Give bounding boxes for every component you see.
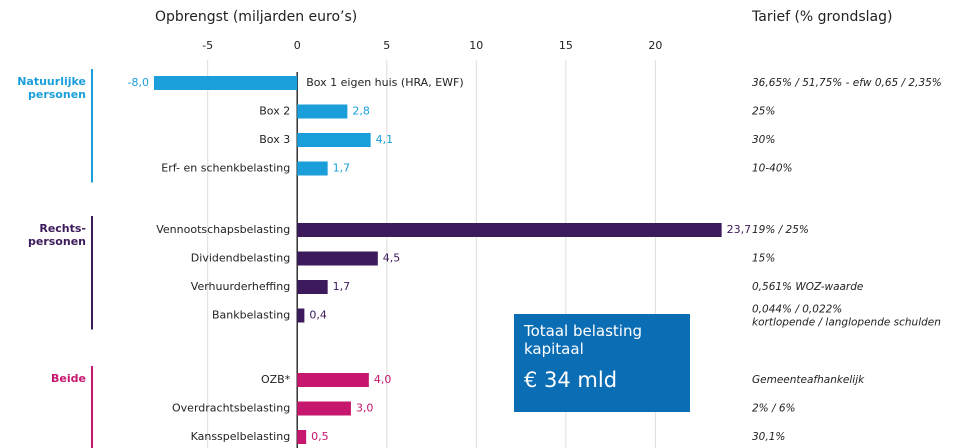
bar bbox=[297, 251, 378, 266]
bar bbox=[297, 104, 348, 119]
category-label: Overdrachtsbelasting bbox=[172, 402, 290, 415]
bar bbox=[297, 373, 369, 387]
category-label: Box 1 eigen huis (HRA, EWF) bbox=[306, 76, 463, 89]
value-label: -8,0 bbox=[127, 76, 148, 89]
x-tick-label: 5 bbox=[383, 39, 390, 52]
group-label: Beide bbox=[51, 372, 86, 385]
category-label: Box 2 bbox=[259, 105, 290, 118]
value-label: 1,7 bbox=[333, 280, 351, 293]
bar bbox=[297, 401, 351, 416]
rate-label: kortlopende / langlopende schulden bbox=[752, 317, 941, 329]
rate-label: 25% bbox=[752, 106, 775, 118]
bar bbox=[297, 133, 371, 147]
rate-label: 0,561% WOZ-waarde bbox=[752, 281, 863, 293]
value-label: 0,5 bbox=[311, 430, 329, 443]
category-label: Vennootschapsbelasting bbox=[156, 223, 290, 236]
rate-label: 36,65% / 51,75% - efw 0,65 / 2,35% bbox=[752, 77, 942, 89]
value-label: 4,5 bbox=[383, 252, 401, 265]
bar bbox=[297, 223, 722, 237]
rate-label: 10-40% bbox=[752, 163, 793, 175]
category-label: Bankbelasting bbox=[212, 309, 290, 322]
category-label: Verhuurderheffing bbox=[191, 280, 290, 293]
bar bbox=[297, 308, 305, 323]
category-label: Kansspelbelasting bbox=[191, 430, 291, 443]
value-label: 4,0 bbox=[374, 373, 392, 386]
rate-title: Tarief (% grondslag) bbox=[751, 9, 892, 25]
category-label: Dividendbelasting bbox=[191, 252, 290, 265]
category-label: Erf- en schenkbelasting bbox=[161, 162, 290, 175]
value-label: 0,4 bbox=[309, 309, 327, 322]
rate-label: 30,1% bbox=[752, 431, 785, 443]
x-tick-label: 15 bbox=[559, 39, 573, 52]
bar bbox=[297, 280, 328, 294]
total-value: € 34 mld bbox=[524, 368, 618, 392]
category-label: OZB* bbox=[261, 373, 291, 386]
total-box: Totaal belasting kapitaal € 34 mld bbox=[514, 314, 690, 412]
value-label: 1,7 bbox=[333, 162, 351, 175]
bar bbox=[297, 430, 307, 444]
value-label: 23,7 bbox=[727, 223, 752, 236]
group-label: Rechts- personen bbox=[28, 222, 86, 248]
x-tick-label: 0 bbox=[294, 39, 301, 52]
rate-label: 19% / 25% bbox=[752, 224, 809, 236]
rate-label: 30% bbox=[752, 134, 775, 146]
x-tick-label: -5 bbox=[202, 39, 213, 52]
bar bbox=[153, 76, 298, 90]
total-label: Totaal belasting kapitaal bbox=[524, 322, 642, 358]
value-label: 2,8 bbox=[352, 105, 370, 118]
group-label: Natuurlijke personen bbox=[17, 75, 86, 101]
x-axis-title: Opbrengst (miljarden euro’s) bbox=[155, 9, 357, 25]
x-tick-label: 20 bbox=[648, 39, 662, 52]
value-label: 4,1 bbox=[376, 133, 394, 146]
rate-label: Gemeenteafhankelijk bbox=[752, 374, 865, 386]
x-tick-label: 10 bbox=[469, 39, 483, 52]
value-label: 3,0 bbox=[356, 402, 374, 415]
rate-label: 0,044% / 0,022% bbox=[752, 304, 842, 316]
rate-label: 2% / 6% bbox=[752, 403, 796, 415]
category-label: Box 3 bbox=[259, 133, 290, 146]
rate-label: 15% bbox=[752, 253, 775, 265]
bar bbox=[297, 161, 328, 176]
